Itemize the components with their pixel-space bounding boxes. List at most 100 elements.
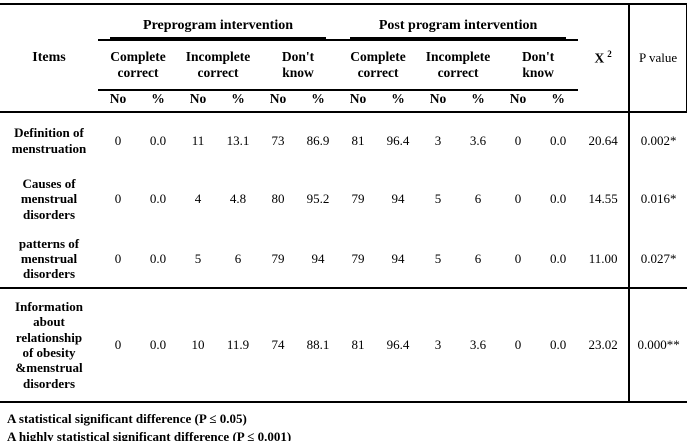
data-cell: 73	[271, 132, 285, 148]
count-header: No	[98, 89, 138, 113]
data-cell: 6	[474, 191, 482, 206]
data-cell: 0.0	[538, 288, 579, 403]
data-cell: 0	[498, 230, 539, 289]
data-cell: 6	[218, 230, 258, 289]
data-cell: 10	[178, 288, 218, 403]
postprogram-group-header: Post program intervention	[338, 3, 579, 40]
post-incomplete-correct-header: Incomplete correct	[418, 39, 499, 90]
chi-square-superscript: 2	[607, 49, 612, 60]
table-header: Items Preprogram intervention Post progr…	[0, 3, 687, 113]
data-cell: 0	[114, 132, 122, 148]
data-cell: 0	[98, 288, 138, 403]
data-cell: 4	[194, 191, 202, 206]
data-cell: 6	[458, 230, 499, 289]
chi-square-cell: 14.55	[588, 191, 618, 206]
chi-square-symbol: X	[594, 50, 605, 66]
row-item-label: Causes of menstrual disorders	[20, 176, 78, 222]
table-row-causes-of-menstrual-disorders: Causes of menstrual disorders 0 0.0 4 4.…	[0, 168, 687, 230]
post-complete-correct-header: Complete correct	[338, 39, 419, 90]
data-cell: 11	[191, 132, 205, 148]
table-body: Definition of menstruation 0 0.0 11 13.1…	[0, 112, 687, 403]
chi-square-cell: 20.64	[588, 132, 618, 148]
data-cell: 3	[434, 132, 442, 148]
data-cell: 0.0	[149, 191, 167, 206]
group-header-row: Items Preprogram intervention Post progr…	[0, 3, 687, 113]
data-cell: 3.6	[458, 288, 499, 403]
data-cell: 0.0	[549, 191, 567, 206]
data-cell: 5	[418, 230, 459, 289]
table-row-definition-of-menstruation: Definition of menstruation 0 0.0 11 13.1…	[0, 112, 687, 168]
p-value-cell: 0.000**	[628, 288, 687, 403]
data-cell: 94	[391, 191, 405, 206]
subheader-row: Complete correct Incomplete correct Don'…	[0, 39, 687, 90]
table-row-patterns-of-menstrual-disorders: patterns of menstrual disorders 0 0.0 5 …	[0, 230, 687, 289]
count-header: No	[258, 89, 298, 113]
p-value-column-header: P value	[628, 3, 687, 113]
data-cell: 11.9	[218, 288, 258, 403]
percent-header: %	[298, 89, 339, 113]
data-cell: 79	[338, 230, 379, 289]
unit-header-row: No % No % No % No % No % No %	[0, 89, 687, 113]
data-cell: 0	[514, 191, 522, 206]
data-cell: 0	[514, 132, 522, 148]
data-cell: 3	[418, 288, 459, 403]
data-cell: 95.2	[306, 191, 330, 206]
postprogram-group-label: Post program intervention	[350, 12, 567, 39]
data-cell: 0.0	[138, 288, 178, 403]
row-item-label: Definition of menstruation	[11, 125, 87, 156]
p-value-cell: 0.002*	[628, 112, 687, 168]
count-header: No	[498, 89, 539, 113]
data-cell: 74	[258, 288, 298, 403]
knowledge-comparison-table: Items Preprogram intervention Post progr…	[0, 3, 687, 403]
row-item-label: Information about relationship of obesit…	[0, 288, 98, 403]
data-cell: 0.0	[538, 230, 579, 289]
chi-square-cell: 23.02	[578, 288, 630, 403]
preprogram-group-label: Preprogram intervention	[110, 12, 327, 39]
items-column-header: Items	[0, 3, 98, 113]
pre-complete-correct-header: Complete correct	[98, 39, 178, 90]
data-cell: 80	[271, 191, 285, 206]
data-cell: 5	[178, 230, 218, 289]
data-cell: 94	[378, 230, 419, 289]
data-cell: 4.8	[229, 191, 247, 206]
row-item-label: patterns of menstrual disorders	[0, 230, 98, 289]
count-header: No	[418, 89, 459, 113]
data-cell: 79	[351, 191, 365, 206]
data-cell: 0.0	[549, 132, 567, 148]
post-dont-know-header: Don't know	[498, 39, 579, 90]
data-cell: 3.6	[469, 132, 487, 148]
data-cell: 0	[98, 230, 138, 289]
chi-square-cell: 11.00	[578, 230, 630, 289]
percent-header: %	[458, 89, 499, 113]
data-cell: 13.1	[226, 132, 250, 148]
footnote-highly-significant: A highly statistical significant differe…	[7, 429, 292, 441]
p-value-cell: 0.027*	[628, 230, 687, 289]
pre-incomplete-correct-header: Incomplete correct	[178, 39, 258, 90]
data-cell: 86.9	[306, 132, 330, 148]
footnote-significant: A statistical significant difference (P …	[7, 411, 247, 426]
percent-header: %	[538, 89, 579, 113]
p-value-cell: 0.016*	[628, 168, 687, 230]
data-cell: 0	[114, 191, 122, 206]
data-cell: 5	[434, 191, 442, 206]
data-cell: 96.4	[386, 132, 410, 148]
pre-dont-know-header: Don't know	[258, 39, 339, 90]
footnotes: A statistical significant difference (P …	[0, 410, 687, 441]
preprogram-group-header: Preprogram intervention	[98, 3, 339, 40]
percent-header: %	[138, 89, 178, 113]
percent-header: %	[218, 89, 258, 113]
table-row-information-obesity-menstrual: Information about relationship of obesit…	[0, 288, 687, 403]
data-cell: 81	[351, 132, 365, 148]
data-cell: 94	[298, 230, 339, 289]
data-cell: 96.4	[378, 288, 419, 403]
data-cell: 81	[338, 288, 379, 403]
data-cell: 0.0	[138, 230, 178, 289]
percent-header: %	[378, 89, 419, 113]
count-header: No	[338, 89, 379, 113]
data-cell: 88.1	[298, 288, 339, 403]
data-cell: 0.0	[149, 132, 167, 148]
data-cell: 0	[498, 288, 539, 403]
data-cell: 79	[258, 230, 298, 289]
